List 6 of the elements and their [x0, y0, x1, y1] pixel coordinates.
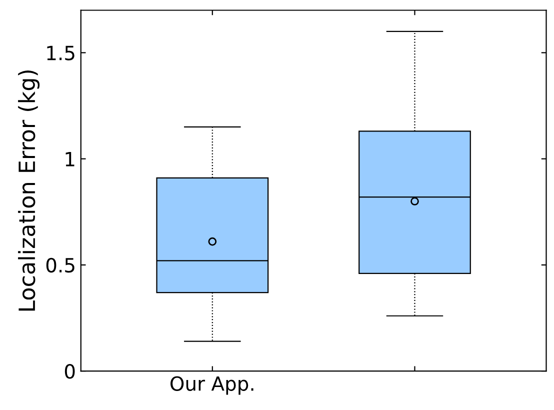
y-tick-label: 1: [66, 152, 74, 166]
y-tick-label: 1.5: [47, 46, 74, 60]
y-axis-title: Localization Error (kg): [18, 70, 40, 311]
y-tick-label: 0: [64, 364, 75, 379]
x-tick-label: Our App.: [170, 376, 254, 395]
y-tick-label: 0.5: [46, 258, 74, 273]
